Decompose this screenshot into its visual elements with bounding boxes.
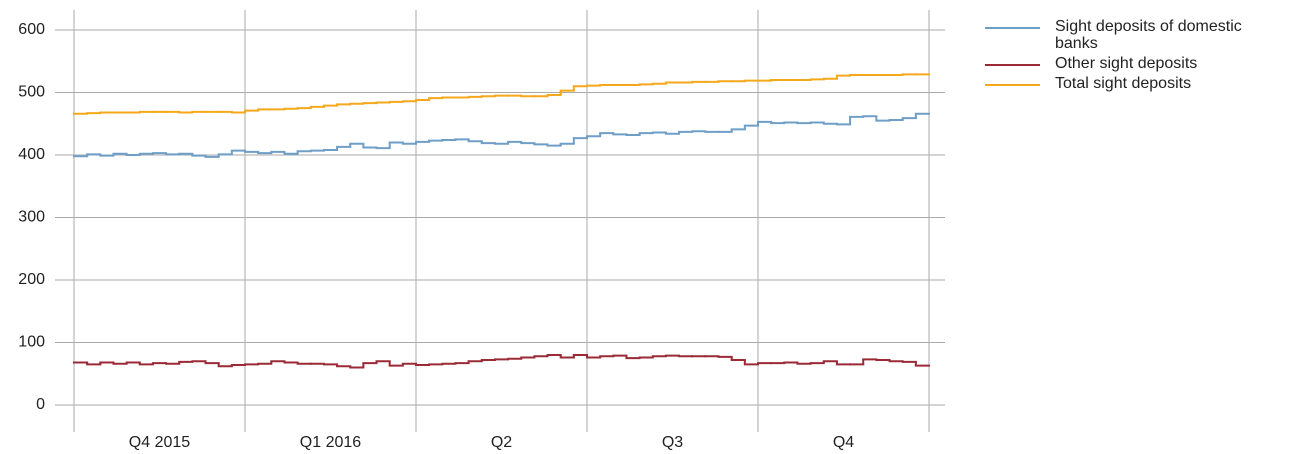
legend-item: Sight deposits of domestic banks [985,18,1270,52]
x-tick-label: Q1 2016 [300,434,361,451]
legend: Sight deposits of domestic banks Other si… [985,18,1270,95]
legend-swatch [985,64,1040,66]
y-tick-label: 400 [18,146,45,163]
x-tick-label: Q3 [662,434,683,451]
legend-swatch [985,27,1040,29]
legend-label: Sight deposits of domestic banks [1055,18,1242,52]
y-tick-label: 100 [18,334,45,351]
y-tick-label: 0 [36,396,45,413]
legend-label: Other sight deposits [1055,55,1198,72]
y-tick-label: 500 [18,84,45,101]
chart: 0 100 200 300 400 500 600 Q4 2015 Q1 2016 Q2 Q3 Q4 [18,10,945,451]
y-tick-label: 200 [18,271,45,288]
x-tick-label: Q4 2015 [129,434,190,451]
legend-label: Total sight deposits [1055,75,1192,92]
legend-item: Other sight deposits [985,55,1270,72]
x-tick-label: Q4 [833,434,854,451]
legend-swatch [985,84,1040,86]
legend-item: Total sight deposits [985,75,1270,92]
y-tick-label: 300 [18,209,45,226]
x-tick-label: Q2 [491,434,512,451]
y-tick-label: 600 [18,21,45,38]
